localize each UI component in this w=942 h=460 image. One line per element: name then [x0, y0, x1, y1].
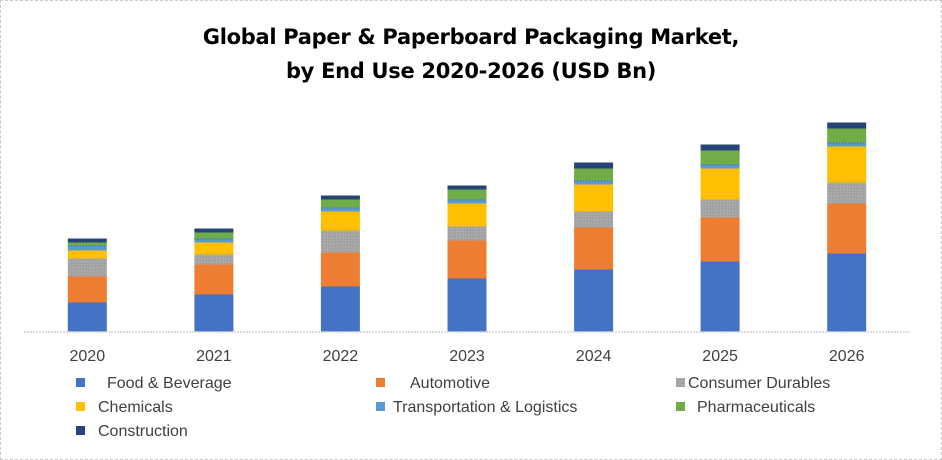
bar-stack-2020 — [67, 238, 107, 332]
legend-item-automotive: Automotive — [376, 375, 490, 392]
bar-segment-consumer-durables-2025 — [700, 199, 740, 218]
x-tick-label-2023: 2023 — [449, 348, 485, 365]
legend-label-automotive: Automotive — [410, 375, 490, 392]
legend-item-consumer-durables: Consumer Durables — [676, 375, 830, 392]
bar-segment-chemicals-2024 — [574, 184, 614, 212]
legend-label-construction: Construction — [98, 423, 188, 440]
bar-segment-automotive-2021 — [194, 264, 234, 295]
bar-segment-food-and-beverage-2020 — [67, 302, 107, 332]
bar-segment-construction-2020 — [67, 238, 107, 243]
bar-segment-pharmaceuticals-2024 — [574, 168, 614, 181]
legend-swatch-construction — [76, 426, 85, 435]
bar-segment-chemicals-2025 — [700, 168, 740, 200]
bar-segment-construction-2021 — [194, 228, 234, 233]
bars-group — [67, 122, 867, 332]
x-tick-label-2025: 2025 — [702, 348, 738, 365]
bar-stack-2022 — [320, 195, 360, 332]
legend-item-construction: Construction — [76, 423, 188, 440]
bar-segment-transportation-and-logistics-2025 — [700, 164, 740, 169]
bar-segment-chemicals-2021 — [194, 242, 234, 255]
legend-item-chemicals: Chemicals — [76, 399, 173, 416]
bar-segment-transportation-and-logistics-2020 — [67, 245, 107, 251]
bar-segment-chemicals-2020 — [67, 250, 107, 259]
bar-segment-consumer-durables-2026 — [827, 182, 867, 204]
x-tick-label-2022: 2022 — [323, 348, 359, 365]
bar-segment-automotive-2026 — [827, 203, 867, 254]
legend-item-pharmaceuticals: Pharmaceuticals — [676, 399, 815, 416]
bar-segment-automotive-2020 — [67, 276, 107, 303]
bar-segment-pharmaceuticals-2023 — [447, 189, 487, 200]
legend-label-pharmaceuticals: Pharmaceuticals — [697, 399, 815, 416]
legend-item-food-and-beverage: Food & Beverage — [76, 375, 232, 392]
bar-stack-2023 — [447, 185, 487, 332]
bar-segment-food-and-beverage-2026 — [827, 253, 867, 332]
bar-segment-transportation-and-logistics-2023 — [447, 199, 487, 204]
bar-segment-chemicals-2026 — [827, 146, 867, 183]
x-tick-label-2021: 2021 — [196, 348, 232, 365]
bar-segment-automotive-2024 — [574, 227, 614, 270]
x-tick-label-2024: 2024 — [576, 348, 612, 365]
legend-label-transportation-and-logistics: Transportation & Logistics — [393, 399, 577, 416]
bar-segment-chemicals-2023 — [447, 203, 487, 227]
x-tick-label-2020: 2020 — [70, 348, 106, 365]
bar-segment-construction-2023 — [447, 185, 487, 190]
legend-label-food-and-beverage: Food & Beverage — [107, 375, 232, 392]
bar-segment-consumer-durables-2021 — [194, 254, 234, 265]
legend: Food & Beverage Automotive Consumer Durabl… — [76, 375, 830, 440]
bar-segment-pharmaceuticals-2021 — [194, 232, 234, 239]
bar-stack-2024 — [574, 162, 614, 332]
x-tick-labels: 2020 2021 2022 2023 2024 2025 2026 — [70, 348, 865, 365]
bar-segment-transportation-and-logistics-2026 — [827, 142, 867, 147]
bar-segment-food-and-beverage-2022 — [320, 286, 360, 332]
chart-title: Global Paper & Paperboard Packaging Mark… — [202, 25, 740, 49]
legend-swatch-pharmaceuticals — [676, 402, 685, 411]
bar-segment-food-and-beverage-2024 — [574, 269, 614, 332]
bar-segment-food-and-beverage-2023 — [447, 278, 487, 332]
x-tick-label-2026: 2026 — [829, 348, 865, 365]
legend-label-consumer-durables: Consumer Durables — [688, 375, 830, 392]
bar-stack-2025 — [700, 144, 740, 332]
bar-segment-automotive-2025 — [700, 217, 740, 262]
legend-swatch-automotive — [376, 378, 385, 387]
bar-segment-transportation-and-logistics-2021 — [194, 238, 234, 243]
bar-segment-food-and-beverage-2021 — [194, 294, 234, 332]
bar-segment-consumer-durables-2023 — [447, 226, 487, 241]
bar-segment-pharmaceuticals-2020 — [67, 242, 107, 246]
bar-stack-2026 — [827, 122, 867, 332]
bar-segment-food-and-beverage-2025 — [700, 261, 740, 332]
bar-segment-construction-2022 — [320, 195, 360, 200]
chart-subtitle: by End Use 2020-2026 (USD Bn) — [285, 59, 657, 83]
legend-swatch-consumer-durables — [676, 378, 685, 387]
bar-segment-pharmaceuticals-2026 — [827, 128, 867, 143]
bar-segment-transportation-and-logistics-2022 — [320, 207, 360, 212]
legend-item-transportation-and-logistics: Transportation & Logistics — [376, 399, 577, 416]
bar-segment-chemicals-2022 — [320, 211, 360, 231]
bar-segment-automotive-2022 — [320, 252, 360, 287]
bar-segment-consumer-durables-2020 — [67, 258, 107, 277]
bar-segment-pharmaceuticals-2022 — [320, 199, 360, 208]
legend-swatch-chemicals — [76, 402, 85, 411]
bar-segment-automotive-2023 — [447, 240, 487, 279]
bar-segment-construction-2024 — [574, 162, 614, 169]
bar-stack-2021 — [194, 228, 234, 332]
bar-segment-construction-2025 — [700, 144, 740, 151]
bar-segment-pharmaceuticals-2025 — [700, 150, 740, 165]
bar-segment-construction-2026 — [827, 122, 867, 129]
legend-swatch-food-and-beverage — [76, 378, 85, 387]
bar-segment-consumer-durables-2024 — [574, 211, 614, 228]
legend-label-chemicals: Chemicals — [98, 399, 173, 416]
legend-swatch-transportation-and-logistics — [376, 402, 385, 411]
bar-segment-transportation-and-logistics-2024 — [574, 180, 614, 185]
bar-segment-consumer-durables-2022 — [320, 230, 360, 253]
